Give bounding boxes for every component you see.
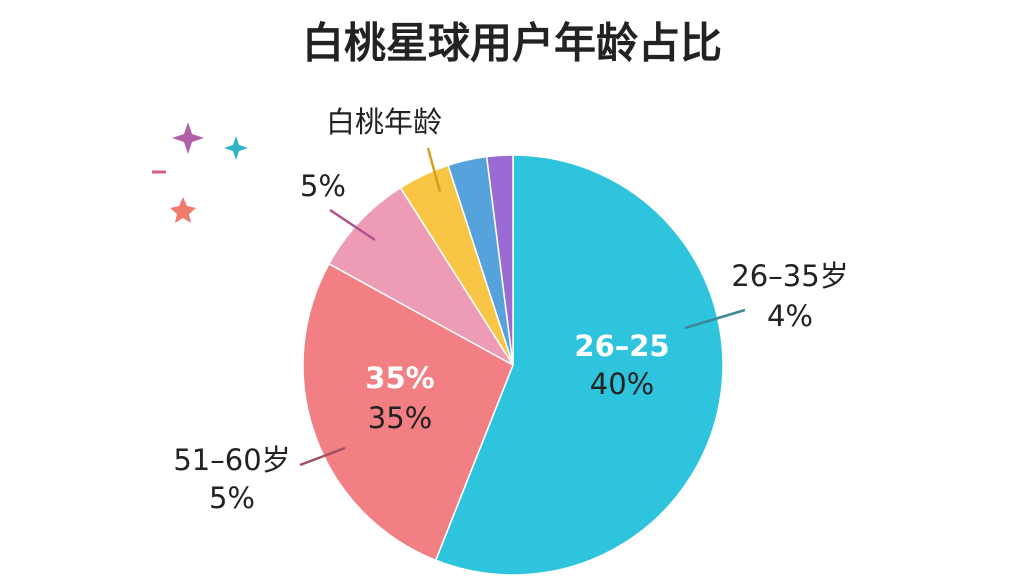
pie-slice [434, 154, 724, 576]
pie-slice [327, 186, 514, 366]
annotation: 5% [300, 169, 346, 203]
pie-slice [302, 262, 514, 562]
leader-line [684, 308, 746, 330]
sparkle [224, 136, 248, 160]
annotation: 35% [365, 361, 434, 395]
sparkle [170, 197, 196, 223]
annotation: 5% [209, 481, 255, 515]
annotation: 35% [368, 401, 432, 435]
leader-line [299, 446, 346, 467]
pie-slice [485, 154, 514, 366]
annotation: 40% [590, 367, 654, 401]
sparkle [172, 122, 204, 154]
leader-line [329, 208, 376, 242]
annotation: 白桃年龄 [326, 105, 442, 139]
annotation: 4% [767, 299, 813, 333]
leader-line [426, 147, 442, 193]
annotation: 26–25 [574, 329, 669, 363]
sparkles [152, 122, 248, 223]
leader-lines [299, 147, 746, 467]
annotation: 51–60岁 [173, 443, 290, 477]
annotation: 26–35岁 [731, 259, 848, 293]
chart-title: 白桃星球用户年龄占比 [302, 19, 722, 68]
